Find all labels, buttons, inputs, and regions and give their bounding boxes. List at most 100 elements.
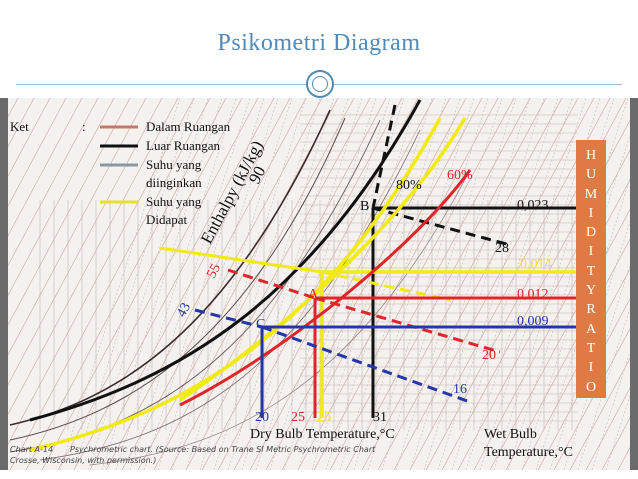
footer-source-2: Crosse, Wisconsin, with permission.) xyxy=(10,456,156,465)
dry-bulb-26: 26 xyxy=(317,410,331,425)
side-letter: I xyxy=(588,205,594,221)
enthalpy-grid-line xyxy=(553,328,630,470)
enthalpy-value-90: 90 xyxy=(245,163,270,187)
wet-bulb-grid-line xyxy=(87,98,209,470)
wet-bulb-28: 28 xyxy=(495,241,509,256)
footer-source: Psychrometric chart. (Source: Based on T… xyxy=(70,445,376,454)
legend-label-diinginkan-2: diinginkan xyxy=(146,175,202,190)
legend-label-luar: Luar Ruangan xyxy=(146,138,221,153)
side-letter: Y xyxy=(585,283,597,299)
enthalpy-grid-line xyxy=(521,268,630,470)
dry-bulb-25: 25 xyxy=(291,410,305,425)
enthalpy-grid-line xyxy=(8,98,99,267)
title-ornament-icon xyxy=(306,70,334,98)
humidity-ratio-side-label: H U M I D I T Y R A T I O xyxy=(576,140,606,398)
wet-bulb-grid-line xyxy=(535,177,630,470)
wet-bulb-grid-line xyxy=(157,98,279,470)
point-a-label: A xyxy=(308,287,319,302)
wet-bulb-grid-line xyxy=(59,98,181,470)
rh-curve xyxy=(9,117,346,441)
side-letter: A xyxy=(585,321,597,337)
enthalpy-grid-line xyxy=(8,98,51,177)
wet-bulb-grid-line xyxy=(563,264,630,470)
enthalpy-grid-line xyxy=(8,98,67,207)
enthalpy-grid-line xyxy=(634,98,638,470)
wet-bulb-grid-line xyxy=(101,98,223,470)
dry-bulb-axis-title: Dry Bulb Temperature,°C xyxy=(250,427,395,442)
left-frame-edge xyxy=(0,98,8,470)
indoor-rh-curve xyxy=(179,169,472,407)
footer-chart-name: Chart A-14 xyxy=(10,445,53,454)
outdoor-rh-curve xyxy=(29,99,422,422)
side-letter: O xyxy=(585,379,597,395)
wet-bulb-grid-line xyxy=(115,98,237,470)
wet-bulb-grid-line xyxy=(577,307,630,470)
point-c-label: C xyxy=(256,317,265,332)
page-title: Psikometri Diagram xyxy=(217,30,421,56)
enthalpy-grid-line xyxy=(8,98,83,237)
wet-bulb-20: 20 xyxy=(482,348,496,363)
enthalpy-value-43: 43 xyxy=(174,300,194,319)
side-letter: H xyxy=(585,148,597,163)
side-letter: U xyxy=(585,167,597,183)
enthalpy-grid-line xyxy=(8,98,131,326)
wet-bulb-grid-line xyxy=(73,98,195,470)
rh-curve xyxy=(89,169,471,466)
side-letter: R xyxy=(586,302,596,318)
legend-label-didapat-2: Didapat xyxy=(146,212,188,227)
enthalpy-grid-line xyxy=(57,98,259,470)
enthalpy-grid-line xyxy=(0,98,2,470)
legend-label-dalam: Dalam Ruangan xyxy=(146,119,231,134)
enthalpy-grid-line xyxy=(473,179,630,470)
wet-bulb-axis-title: Wet Bulb xyxy=(484,427,537,442)
side-letter: D xyxy=(585,225,597,241)
rh-value-60: 60% xyxy=(447,168,473,183)
right-frame-edge xyxy=(630,98,638,470)
rh-value-80: 80% xyxy=(396,178,422,193)
enthalpy-grid-line xyxy=(441,119,630,470)
dry-bulb-31: 31 xyxy=(373,410,387,425)
wet-bulb-grid-line xyxy=(591,351,630,470)
legend-key-label: Ket xyxy=(10,119,29,134)
enthalpy-grid-line xyxy=(8,98,179,415)
legend-label-didapat: Suhu yang xyxy=(146,194,202,209)
side-letter: T xyxy=(586,340,596,356)
humidity-ratio-0009: 0,009 xyxy=(517,314,549,329)
enthalpy-grid-line xyxy=(569,357,630,470)
humidity-ratio-0023: 0,023 xyxy=(517,198,549,213)
enthalpy-grid-line xyxy=(25,98,227,470)
indoor-wet-bulb-line xyxy=(314,296,501,354)
side-letter: I xyxy=(588,360,594,376)
wet-bulb-grid-line xyxy=(549,221,630,470)
legend-label-diinginkan: Suhu yang xyxy=(146,157,202,172)
rh-curve xyxy=(39,129,421,461)
wet-bulb-axis-title-2: Temperature,°C xyxy=(484,445,573,460)
achieved-wet-bulb-line xyxy=(321,270,451,302)
humidity-ratio-0014: 0,014 xyxy=(520,257,552,272)
outdoor-enthalpy-line xyxy=(371,104,397,209)
enthalpy-grid-line xyxy=(537,298,630,470)
enthalpy-grid-line xyxy=(89,98,291,470)
desired-wet-bulb-line xyxy=(261,325,471,404)
enthalpy-grid-line xyxy=(8,98,195,445)
side-letter: M xyxy=(584,186,598,202)
wet-bulb-grid-line xyxy=(605,394,630,470)
enthalpy-grid-line xyxy=(105,98,307,470)
enthalpy-grid-line xyxy=(41,98,243,470)
humidity-grid xyxy=(300,114,578,422)
side-letter: T xyxy=(586,263,596,279)
legend-colon: : xyxy=(82,119,86,134)
desired-enthalpy-line xyxy=(194,308,263,329)
achieved-enthalpy-line xyxy=(159,246,323,274)
wet-bulb-grid-line xyxy=(185,98,307,470)
enthalpy-grid-line xyxy=(505,238,630,470)
wet-bulb-grid-line xyxy=(521,134,630,470)
side-letter: I xyxy=(588,244,594,260)
dry-bulb-20: 20 xyxy=(255,410,269,425)
wet-bulb-grid-line xyxy=(143,98,265,470)
wet-bulb-grid-line xyxy=(507,98,629,470)
enthalpy-grid-line xyxy=(73,98,275,470)
wet-bulb-16: 16 xyxy=(453,382,467,397)
achieved-rh-curve-2 xyxy=(179,117,467,402)
